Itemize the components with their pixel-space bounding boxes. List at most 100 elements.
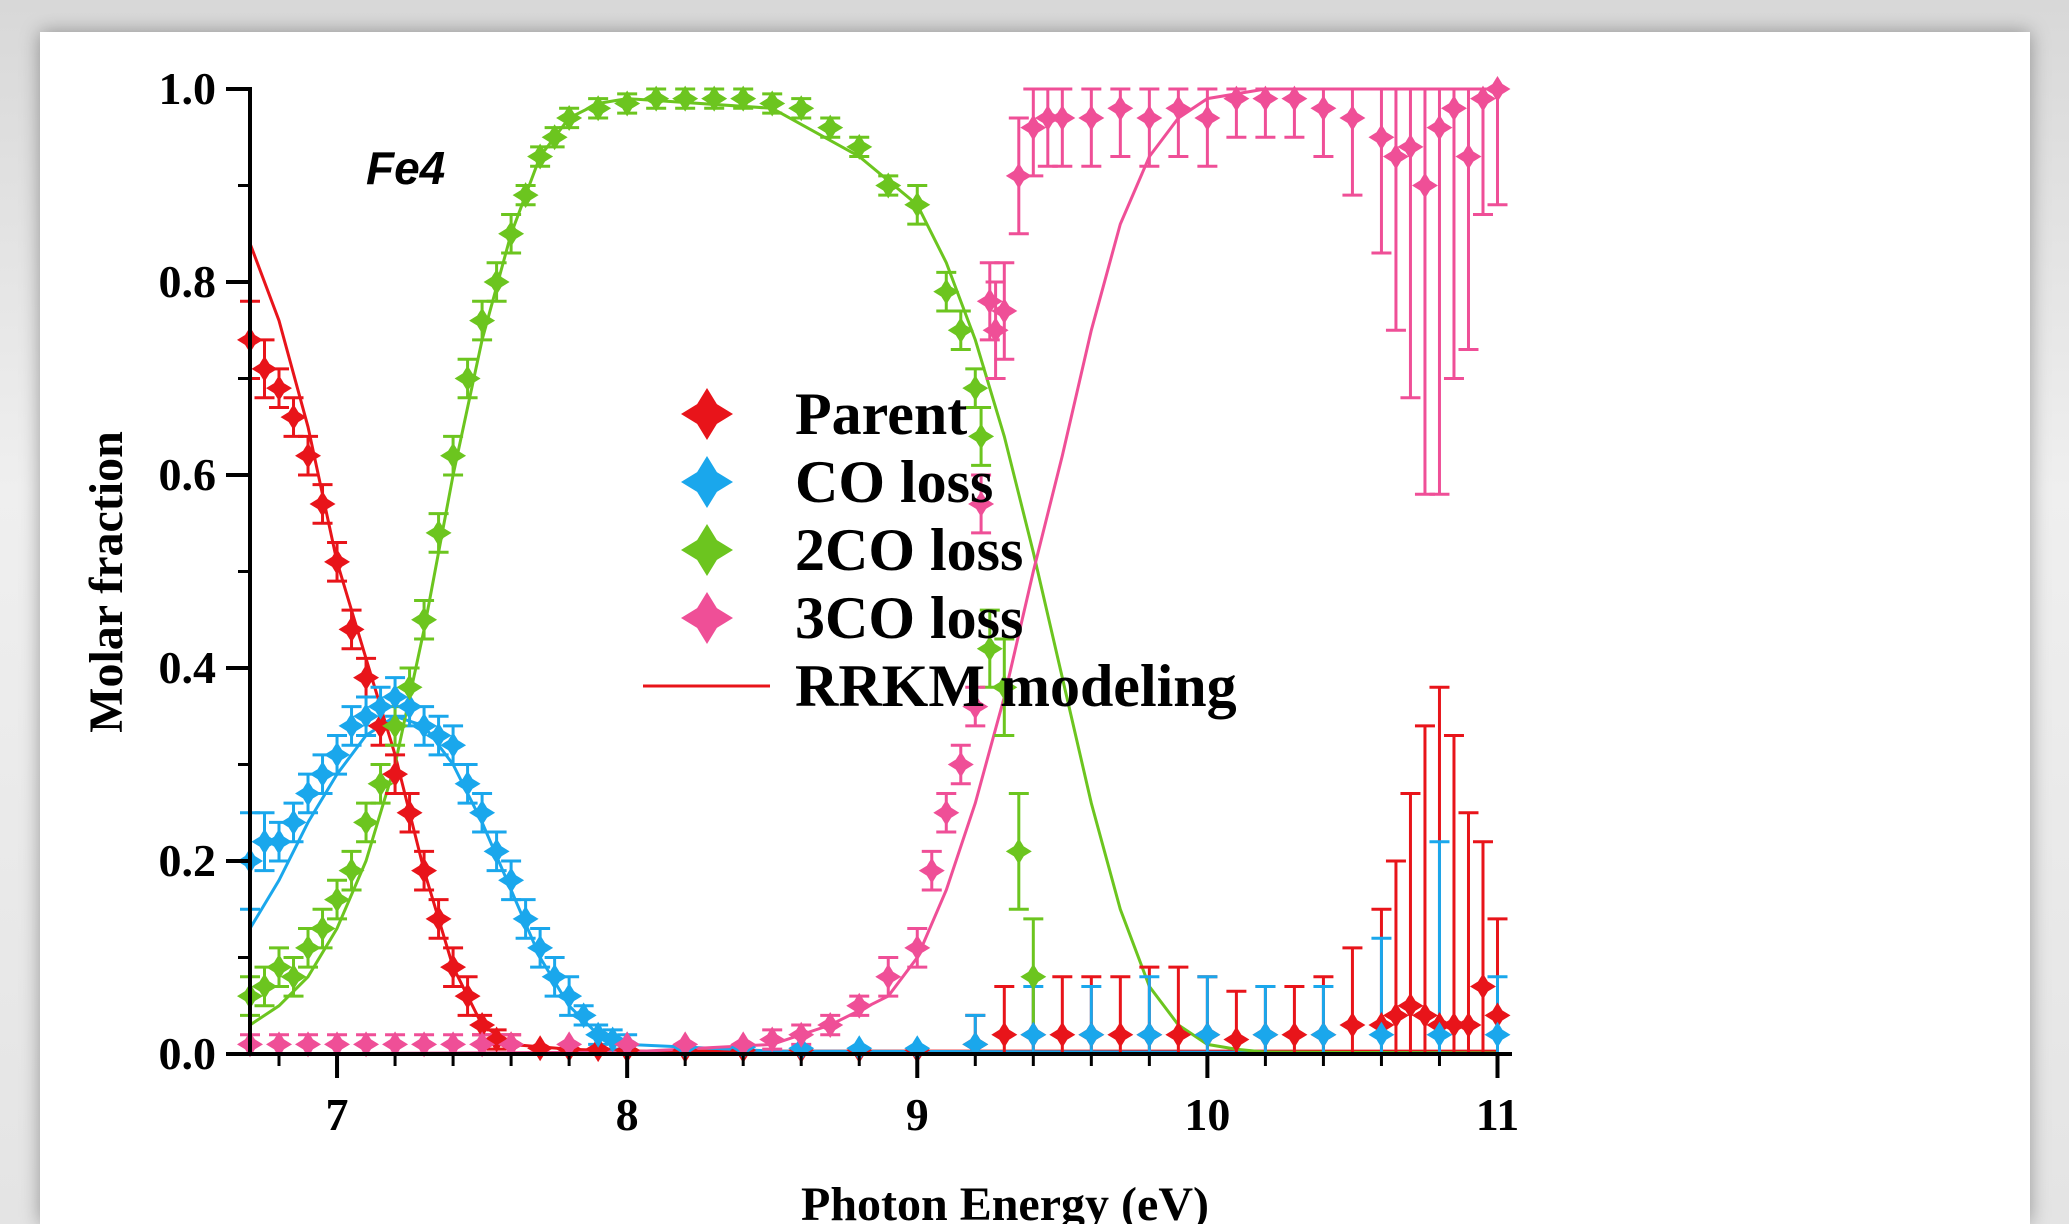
co-loss-point	[295, 780, 322, 807]
parent-point	[338, 616, 365, 643]
co-loss-point	[440, 732, 467, 759]
x-tick-label: 11	[1476, 1089, 1519, 1140]
co-loss-point	[512, 905, 539, 932]
data-points	[237, 76, 1511, 1064]
co-loss-point	[527, 934, 554, 961]
co-loss-point	[411, 712, 438, 739]
3co-loss-point	[469, 1031, 496, 1058]
legend-marker	[681, 456, 733, 508]
parent-point	[1049, 1021, 1076, 1048]
legend-label: Parent	[795, 381, 967, 447]
3co-loss-point	[933, 799, 960, 826]
co-loss-point	[1426, 1021, 1453, 1048]
3co-loss-point	[1440, 95, 1467, 122]
3co-loss-point	[295, 1031, 322, 1058]
3co-loss-point	[1165, 95, 1192, 122]
2co-loss-point	[396, 674, 423, 701]
3co-loss-point	[614, 1031, 641, 1058]
co-loss-point	[1252, 1021, 1279, 1048]
y-axis-label: Molar fraction	[80, 431, 133, 733]
co-loss-point	[1078, 1021, 1105, 1048]
3co-loss-point	[968, 490, 995, 517]
2co-loss-point	[672, 85, 699, 112]
x-tick-label: 8	[616, 1089, 639, 1140]
parent-point	[440, 954, 467, 981]
3co-loss-point	[1484, 76, 1511, 102]
y-tick-label: 0.8	[159, 256, 217, 307]
co-loss-point	[266, 828, 293, 855]
y-tick-label: 0.4	[159, 642, 217, 693]
rrkm-model-curve	[249, 97, 1498, 1055]
legend-marker	[681, 388, 733, 440]
3co-loss-point	[976, 288, 1003, 315]
parent-point	[1455, 1012, 1482, 1039]
parent-point	[585, 1036, 612, 1063]
3co-loss-point	[1223, 85, 1250, 112]
y-tick-label: 0.6	[159, 449, 217, 500]
2co-loss-point	[527, 143, 554, 170]
y-tick-label: 0.2	[159, 835, 217, 886]
co-loss-point	[599, 1026, 626, 1053]
co-loss-point	[585, 1021, 612, 1048]
2co-loss-point	[280, 963, 307, 990]
3co-loss-point	[875, 963, 902, 990]
2co-loss-point	[266, 954, 293, 981]
chart-panel: 0.0 0.2 0.4 0.6 0.8 1.0 7 8 9 10 11 Molar fractio…	[40, 32, 2030, 1224]
y-tick-label: 0.0	[159, 1028, 217, 1079]
co-loss-point	[962, 1031, 989, 1058]
parent-point	[1397, 992, 1424, 1019]
parent-point	[309, 490, 336, 517]
3co-loss-point	[846, 992, 873, 1019]
co-loss-point	[338, 712, 365, 739]
3co-loss-point	[672, 1031, 699, 1058]
2co-loss-point	[295, 934, 322, 961]
co-loss-point	[1368, 1021, 1395, 1048]
3co-loss-point	[1020, 114, 1047, 141]
2co-loss-point	[367, 770, 394, 797]
legend-marker	[681, 524, 733, 576]
parent-point	[527, 1035, 554, 1062]
3co-loss-point	[947, 751, 974, 778]
2co-loss-point	[875, 172, 902, 199]
3co-loss-point	[556, 1031, 583, 1058]
co-loss-point	[1194, 1021, 1221, 1048]
parent-point	[1281, 1021, 1308, 1048]
2co-loss-point	[251, 973, 278, 1000]
parent-point	[280, 404, 307, 431]
co-loss-point	[251, 828, 278, 855]
parent-point	[324, 548, 351, 575]
legend-label: 3CO loss	[795, 585, 1023, 651]
2co-loss-point	[541, 124, 568, 151]
y-axis-ticks: 0.0 0.2 0.4 0.6 0.8 1.0	[159, 63, 250, 1079]
3co-loss-point	[904, 934, 931, 961]
co-loss-point	[1136, 1021, 1163, 1048]
3co-loss-point	[1252, 85, 1279, 112]
3co-loss-point	[1049, 104, 1076, 131]
3co-loss-point	[1455, 143, 1482, 170]
2co-loss-point	[469, 307, 496, 334]
2co-loss-point	[338, 857, 365, 884]
2co-loss-point	[1005, 838, 1032, 865]
parent-point	[251, 355, 278, 382]
co-loss-point	[324, 741, 351, 768]
parent-point	[382, 761, 409, 788]
legend-label: RRKM modeling	[795, 653, 1237, 719]
2co-loss-point	[991, 674, 1018, 701]
3co-loss-point	[1426, 114, 1453, 141]
x-axis-ticks: 7 8 9 10 11	[277, 1054, 1519, 1140]
3co-loss-point	[1107, 95, 1134, 122]
3co-loss-point	[962, 693, 989, 720]
3co-loss-point	[382, 1031, 409, 1058]
co-loss-point	[1020, 1021, 1047, 1048]
co-loss-point	[382, 683, 409, 710]
x-tick-label: 9	[906, 1089, 929, 1140]
2co-loss-point	[933, 278, 960, 305]
legend-label: 2CO loss	[795, 517, 1023, 583]
3co-loss-point	[1136, 104, 1163, 131]
3co-loss-point	[1397, 133, 1424, 160]
parent-point	[396, 799, 423, 826]
parent-point	[469, 1012, 496, 1039]
3co-loss-point	[1281, 85, 1308, 112]
co-loss-point	[788, 1035, 815, 1062]
